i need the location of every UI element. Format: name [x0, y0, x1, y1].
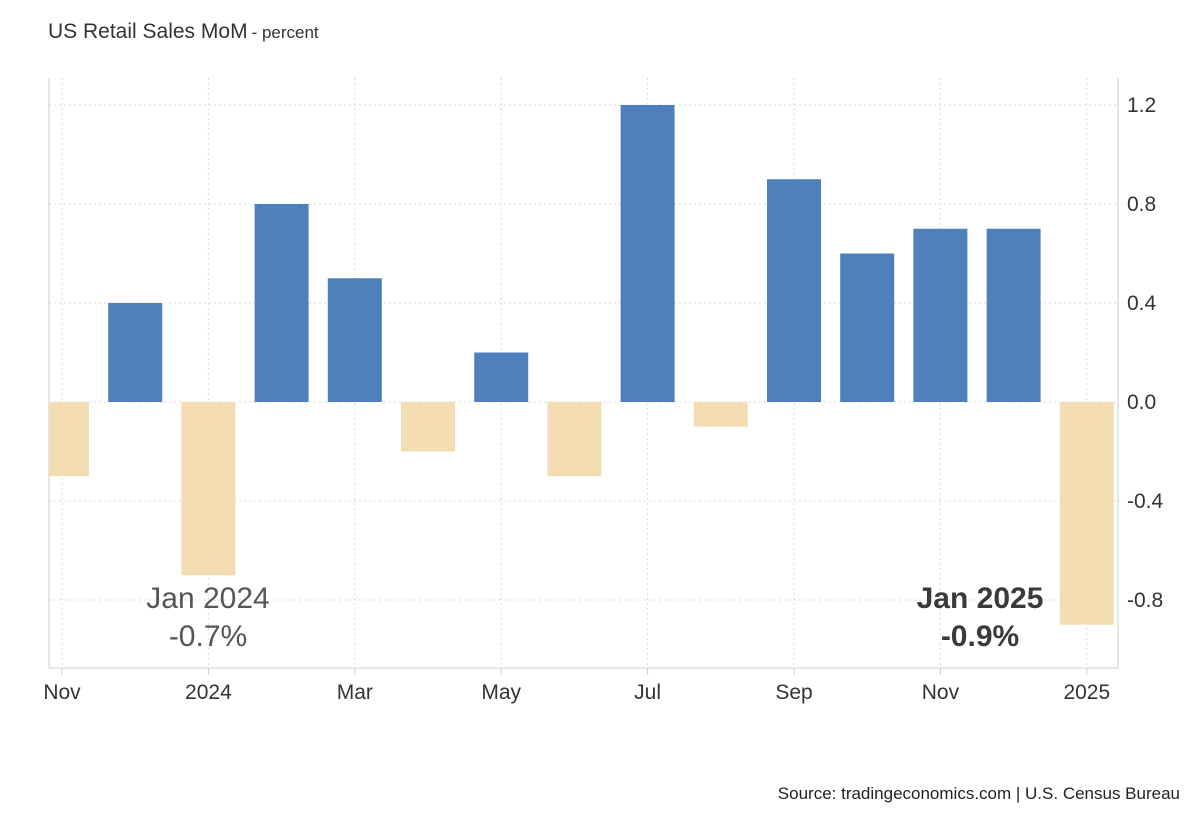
bar: [913, 228, 968, 402]
x-tick-label: Nov: [43, 681, 81, 704]
x-tick-label: May: [481, 681, 521, 704]
source-credit: Source: tradingeconomics.com | U.S. Cens…: [777, 784, 1180, 803]
bar: [840, 253, 895, 402]
bar: [327, 278, 382, 402]
bar: [986, 228, 1041, 402]
chart-title: US Retail Sales MoM - percent: [48, 20, 319, 44]
bar: [693, 402, 748, 427]
annotation-value: -0.7%: [169, 620, 247, 653]
annotation-value: -0.9%: [941, 620, 1019, 653]
y-tick-label: -0.8: [1127, 589, 1163, 612]
x-tick-label: Sep: [775, 681, 812, 704]
bar: [181, 402, 236, 576]
x-tick-label: 2025: [1063, 681, 1110, 704]
bar: [620, 105, 675, 402]
x-tick-label: Nov: [922, 681, 960, 704]
bar: [108, 303, 163, 402]
annotation-period: Jan 2025: [917, 582, 1044, 615]
bar: [1059, 402, 1114, 625]
bar: [49, 402, 89, 477]
y-tick-label: 0.4: [1127, 292, 1157, 315]
chart-title-text: US Retail Sales MoM: [48, 20, 248, 43]
bar: [474, 352, 529, 402]
x-tick-label: Mar: [337, 681, 373, 704]
bar: [254, 204, 309, 402]
x-tick-label: 2024: [185, 681, 232, 704]
y-tick-label: 1.2: [1127, 94, 1156, 117]
y-tick-label: 0.8: [1127, 193, 1156, 216]
bar: [767, 179, 821, 402]
bar: [547, 402, 602, 477]
bar: [401, 402, 455, 452]
y-tick-label: -0.4: [1127, 490, 1164, 513]
x-tick-label: Jul: [634, 681, 661, 704]
bar-chart: 1.2 0.8 0.4 0.0 -0.4 -0.8 Nov 2024 Mar May Jul Sep N…: [43, 78, 1164, 704]
y-tick-label: 0.0: [1127, 391, 1156, 414]
chart-unit-text: - percent: [251, 23, 319, 42]
annotation-period: Jan 2024: [146, 582, 269, 615]
